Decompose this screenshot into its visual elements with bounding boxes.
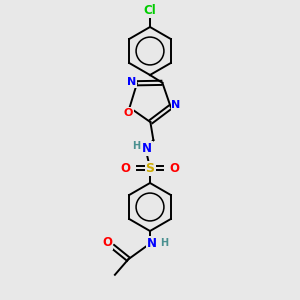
Text: O: O	[120, 161, 130, 175]
Text: S: S	[146, 161, 154, 175]
Text: N: N	[146, 237, 157, 250]
Text: O: O	[102, 236, 112, 250]
Text: O: O	[123, 108, 133, 118]
Text: H: H	[132, 141, 141, 151]
Text: N: N	[142, 142, 152, 155]
Text: N: N	[171, 100, 181, 110]
Text: N: N	[127, 77, 136, 87]
Text: H: H	[160, 238, 169, 248]
Text: Cl: Cl	[144, 4, 156, 17]
Text: O: O	[169, 161, 180, 175]
